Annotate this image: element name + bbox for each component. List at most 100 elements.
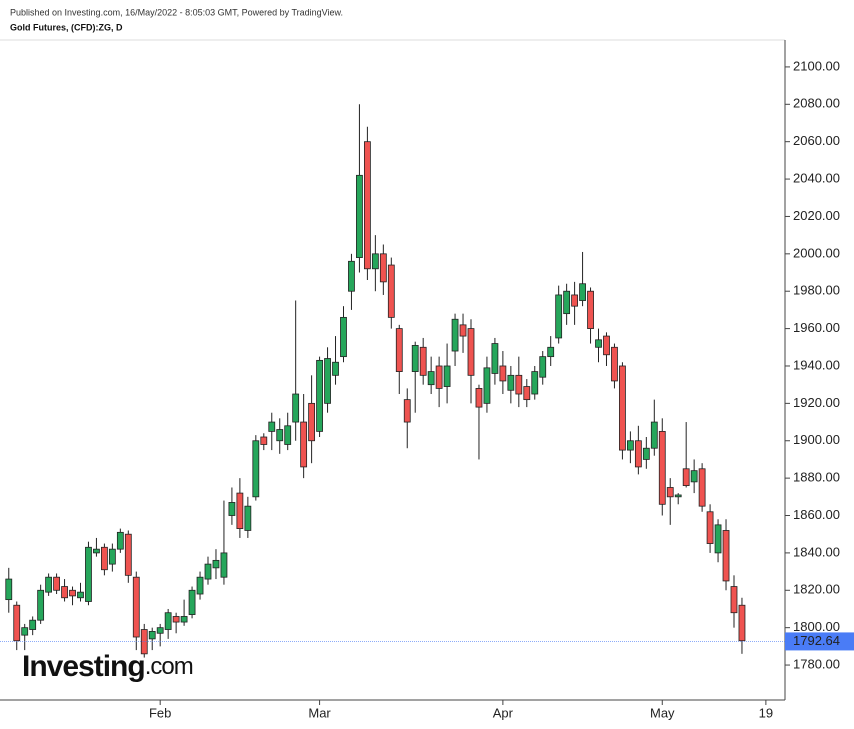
y-tick-label: 1940.00 — [793, 357, 840, 372]
last-price-label: 1792.64 — [793, 633, 840, 648]
x-tick-label: 19 — [759, 705, 773, 720]
candle-body — [45, 576, 53, 593]
candle-body — [292, 393, 300, 423]
y-tick-label: 1960.00 — [793, 320, 840, 335]
y-tick-label: 2100.00 — [793, 58, 840, 73]
logo-suffix: .com — [145, 653, 193, 680]
candle-body — [348, 260, 355, 292]
candle-body — [196, 576, 204, 595]
candle-body — [499, 365, 507, 382]
candle-body — [387, 264, 395, 318]
candle-body — [738, 604, 746, 642]
candle-body — [69, 589, 76, 597]
candle-body — [316, 359, 323, 432]
candle-body — [427, 371, 435, 386]
candle-body — [300, 421, 308, 468]
candle-body — [156, 627, 164, 634]
x-tick-label: May — [650, 705, 675, 720]
candle-body — [579, 283, 586, 301]
candle-body — [714, 524, 722, 554]
candle-body — [642, 447, 650, 460]
candle-body — [658, 431, 666, 505]
candle-body — [5, 578, 13, 601]
candle-body — [172, 616, 180, 623]
candle-body — [268, 421, 276, 432]
candle-body — [698, 468, 706, 507]
candle-body — [603, 335, 610, 356]
logo-name: Investing — [22, 650, 145, 683]
candle-body — [93, 548, 100, 554]
candle-body — [276, 429, 284, 442]
candle-body — [108, 548, 116, 565]
candle-body — [666, 487, 674, 498]
candles — [5, 104, 746, 658]
candle-body — [340, 316, 347, 358]
y-tick-label: 1980.00 — [793, 283, 840, 298]
candle-body — [188, 589, 196, 615]
x-tick-label: Mar — [308, 705, 331, 720]
candle-body — [403, 399, 411, 423]
candle-body — [539, 356, 547, 378]
y-tick-label: 2060.00 — [793, 133, 840, 148]
candle-body — [53, 576, 60, 591]
candle-body — [459, 324, 467, 337]
candle-body — [228, 502, 236, 516]
candle-body — [132, 576, 140, 638]
candle-body — [650, 421, 658, 449]
x-tick-label: Apr — [493, 705, 514, 720]
candle-body — [260, 436, 268, 445]
candle-body — [29, 619, 37, 630]
candle-body — [435, 365, 443, 389]
y-tick-label: 2000.00 — [793, 245, 840, 260]
candle-body — [411, 345, 419, 372]
candle-body — [220, 552, 228, 578]
candle-body — [61, 586, 68, 599]
y-tick-label: 1840.00 — [793, 544, 840, 559]
y-tick-label: 1860.00 — [793, 507, 840, 522]
candle-body — [212, 559, 220, 569]
candle-body — [37, 589, 45, 621]
candle-body — [595, 339, 602, 348]
y-tick-label: 1800.00 — [793, 619, 840, 634]
candle-body — [419, 346, 427, 376]
candle-body — [730, 586, 738, 614]
candle-body — [451, 318, 459, 352]
y-tick-label: 1780.00 — [793, 656, 840, 671]
candle-body — [379, 253, 387, 283]
candle-body — [324, 358, 331, 404]
candle-body — [674, 494, 682, 498]
candle-body — [284, 425, 292, 445]
candle-body — [619, 365, 626, 451]
candle-body — [252, 440, 260, 498]
candle-body — [571, 294, 579, 307]
last-price-box — [785, 632, 854, 651]
y-tick-label: 1920.00 — [793, 395, 840, 410]
candle-body — [443, 365, 451, 387]
candle-body — [356, 174, 363, 258]
candle-body — [101, 546, 108, 571]
candle-body — [507, 374, 515, 391]
y-tick-label: 1900.00 — [793, 432, 840, 447]
candle-body — [515, 374, 523, 395]
candle-body — [13, 604, 21, 642]
candle-body — [180, 616, 188, 623]
candle-body — [308, 402, 316, 442]
candle-body — [523, 386, 531, 401]
candle-body — [116, 531, 124, 550]
candle-body — [124, 533, 132, 576]
y-tick-label: 2040.00 — [793, 171, 840, 186]
candle-body — [363, 141, 371, 270]
candle-body — [690, 470, 698, 483]
candle-body — [722, 530, 730, 582]
y-tick-label: 1880.00 — [793, 470, 840, 485]
candle-body — [682, 468, 690, 487]
y-tick-label: 1820.00 — [793, 582, 840, 597]
candle-body — [85, 546, 92, 602]
candle-body — [467, 328, 475, 376]
x-tick-label: Feb — [149, 705, 171, 720]
candle-body — [531, 371, 539, 395]
candle-body — [475, 388, 483, 408]
candle-body — [555, 294, 563, 339]
